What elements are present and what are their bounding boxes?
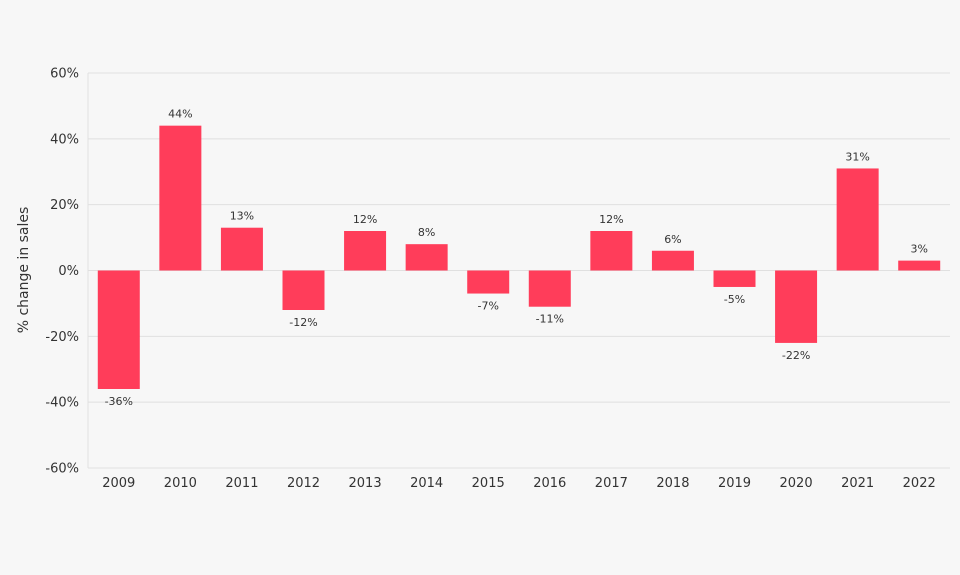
bar-2020 [775,270,818,343]
x-tick-label: 2019 [718,476,751,491]
bar-2011 [220,227,263,271]
y-tick-label: -60% [45,462,79,477]
x-tick-label: 2013 [349,476,382,491]
data-label: 12% [353,213,377,226]
bar-2022 [898,260,941,271]
y-tick-label: -40% [45,396,79,411]
data-label: -22% [782,349,810,362]
data-label: -5% [724,293,745,306]
y-tick-label: 0% [58,264,79,279]
x-tick-label: 2009 [102,476,135,491]
y-tick-label: -20% [45,330,79,345]
bar-2012 [282,270,325,310]
data-label: 44% [168,108,192,121]
bar-2018 [651,250,694,271]
data-label: 31% [845,150,869,163]
x-tick-label: 2021 [841,476,874,491]
y-tick-label: 60% [50,67,79,82]
bar-2009 [97,270,140,389]
gridlines [87,72,950,469]
y-tick-label: 40% [50,132,79,147]
bar-2016 [528,270,571,307]
x-tick-label: 2018 [656,476,689,491]
bar-2015 [467,270,510,294]
data-label: -11% [536,313,564,326]
x-tick-label: 2017 [595,476,628,491]
x-tick-label: 2011 [225,476,258,491]
data-labels: -36% 44% 13% -12% 12% 8% -7% -11% 12% 6% -5% -22% 31… [105,108,928,408]
x-tick-label: 2015 [472,476,505,491]
bar-2013 [344,231,387,271]
data-label: 8% [418,226,435,239]
data-label: 3% [910,243,927,256]
x-tick-label: 2020 [780,476,813,491]
bars [97,125,941,389]
bar-2019 [713,270,756,287]
x-tick-label: 2012 [287,476,320,491]
bar-2017 [590,231,633,271]
y-tick-label: 20% [50,198,79,213]
data-label: 13% [230,210,254,223]
data-label: -12% [289,316,317,329]
bar-2021 [836,168,879,271]
data-label: -36% [105,395,133,408]
x-tick-label: 2022 [903,476,936,491]
y-axis-title: % change in sales [16,207,32,334]
x-tick-label: 2016 [533,476,566,491]
bar-2010 [159,125,202,271]
x-tick-label: 2010 [164,476,197,491]
y-axis-ticks: 60% 40% 20% 0% -20% -40% -60% [45,67,79,477]
x-tick-label: 2014 [410,476,443,491]
data-label: 12% [599,213,623,226]
x-axis-ticks: 2009 2010 2011 2012 2013 2014 2015 2016 2017 2018… [102,476,936,491]
bar-2014 [405,244,448,271]
data-label: 6% [664,233,681,246]
data-label: -7% [478,300,499,313]
